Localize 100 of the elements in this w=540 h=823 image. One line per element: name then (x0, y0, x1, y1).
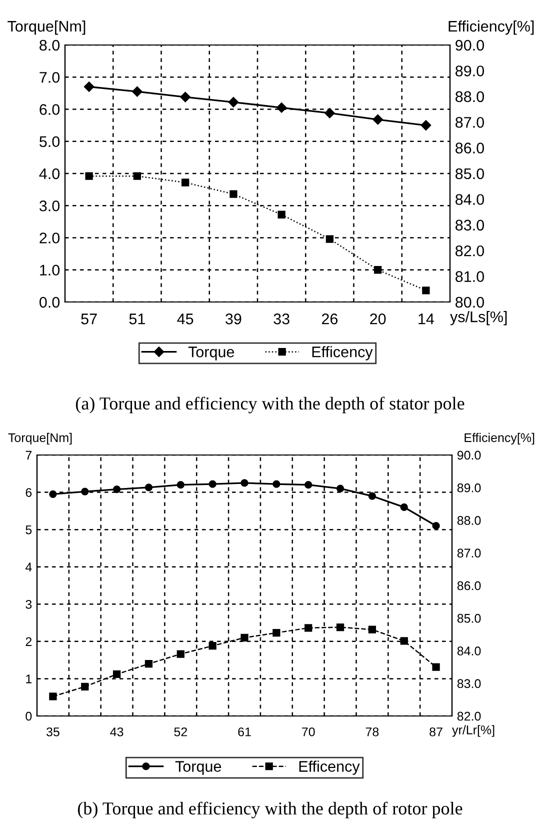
y-tick-label: 4.0 (39, 168, 60, 180)
x-tick-label: 43 (110, 727, 124, 736)
point (400, 503, 408, 512)
y2-tick-label: 88.0 (456, 91, 484, 102)
point (84, 82, 94, 92)
point (304, 481, 312, 489)
y-tick-label: 7.0 (40, 72, 60, 83)
point (132, 86, 142, 97)
point (112, 485, 121, 494)
point (144, 484, 153, 492)
text: (b) Torque and efficiency with the depth of rotor pole (78, 802, 462, 818)
point (176, 650, 184, 658)
point (422, 286, 430, 294)
y2-tick-label: 86.0 (456, 142, 484, 154)
y2-axis-title: Efficiency[%] (448, 20, 534, 35)
point (326, 235, 334, 243)
x-tick-label: 78 (366, 727, 379, 736)
point (181, 178, 190, 186)
point (208, 642, 216, 650)
legend-label: Torque (175, 761, 222, 775)
y2-tick-label: 84.0 (457, 646, 481, 656)
y-axis-title: Torque[Nm] (8, 20, 86, 35)
y2-tick-label: 83.0 (457, 679, 481, 688)
point (230, 190, 238, 198)
y-tick-label: 8.0 (40, 40, 60, 51)
point (81, 488, 89, 496)
x-tick-label: 35 (46, 727, 60, 736)
point (276, 102, 287, 113)
point (81, 682, 89, 690)
y2-axis-title: Efficiency[%] (464, 432, 534, 445)
point (180, 92, 190, 102)
point (324, 108, 335, 118)
x-tick-label: 20 (370, 314, 386, 324)
point (336, 623, 344, 632)
y2-tick-label: 89.0 (456, 66, 484, 76)
point (133, 172, 142, 180)
point (336, 484, 344, 492)
legend-label: Efficency (299, 760, 360, 775)
x-tick-label: 57 (81, 314, 97, 324)
legend-label: Torque (188, 346, 234, 360)
point (49, 692, 57, 700)
x-tick-label: 26 (322, 314, 338, 324)
text: (a) Torque and efficiency with the depth of stator pole (76, 396, 464, 414)
y2-tick-label: 89.0 (457, 483, 481, 492)
point (304, 624, 312, 632)
x-axis-title: ys/Ls[%] (450, 310, 507, 326)
y-tick-label: 1.0 (40, 264, 60, 276)
y-tick-label: 1 (26, 674, 32, 684)
y-tick-label: 0 (26, 712, 32, 721)
x-tick-label: 33 (274, 314, 290, 324)
y-tick-label: 3.0 (39, 200, 60, 212)
x-tick-label: 39 (226, 314, 242, 324)
y2-tick-label: 84.0 (456, 194, 484, 205)
y2-tick-label: 87.0 (456, 116, 484, 128)
y-tick-label: 4 (25, 562, 32, 572)
x-tick-label: 51 (129, 314, 145, 324)
y2-tick-label: 88.0 (457, 516, 481, 525)
point (85, 172, 93, 180)
point (112, 670, 121, 678)
y2-tick-label: 80.0 (456, 296, 484, 308)
y-axis-title: Torque[Nm] (8, 432, 72, 445)
y2-tick-label: 85.0 (456, 168, 484, 180)
y2-tick-label: 87.0 (457, 548, 481, 558)
y-tick-label: 6 (26, 488, 32, 497)
y2-tick-label: 81.0 (456, 271, 484, 282)
point (240, 479, 248, 487)
point (272, 628, 280, 637)
y2-tick-label: 86.0 (457, 581, 481, 590)
y-tick-label: 2.0 (40, 232, 60, 244)
point (368, 626, 376, 634)
point (240, 634, 248, 642)
y-tick-label: 5 (26, 526, 32, 534)
point (368, 492, 376, 500)
point (432, 522, 440, 530)
point (374, 266, 382, 274)
y2-tick-label: 85.0 (457, 614, 481, 623)
point (400, 637, 408, 645)
y-tick-label: 5.0 (40, 136, 60, 148)
y2-tick-label: 90.0 (457, 450, 481, 460)
x-tick-label: 87 (430, 727, 442, 736)
y-tick-label: 6.0 (40, 104, 60, 115)
y-tick-label: 0.0 (40, 296, 60, 308)
y-tick-label: 2 (26, 637, 32, 646)
y-tick-label: 7 (26, 450, 32, 460)
point (372, 114, 383, 125)
point (144, 660, 153, 668)
point (208, 480, 216, 488)
y2-tick-label: 82.0 (456, 245, 484, 256)
y2-tick-label: 83.0 (456, 220, 484, 231)
legend-label: Efficency (312, 346, 373, 360)
x-tick-label: 45 (177, 314, 194, 324)
x-tick-label: 14 (418, 314, 434, 324)
point (420, 120, 432, 130)
x-tick-label: 61 (238, 727, 251, 736)
point (272, 480, 280, 488)
y2-tick-label: 82.0 (457, 712, 481, 721)
x-tick-label: 70 (302, 727, 315, 736)
point (278, 210, 286, 218)
point (49, 490, 57, 498)
y-tick-label: 3 (26, 600, 32, 609)
